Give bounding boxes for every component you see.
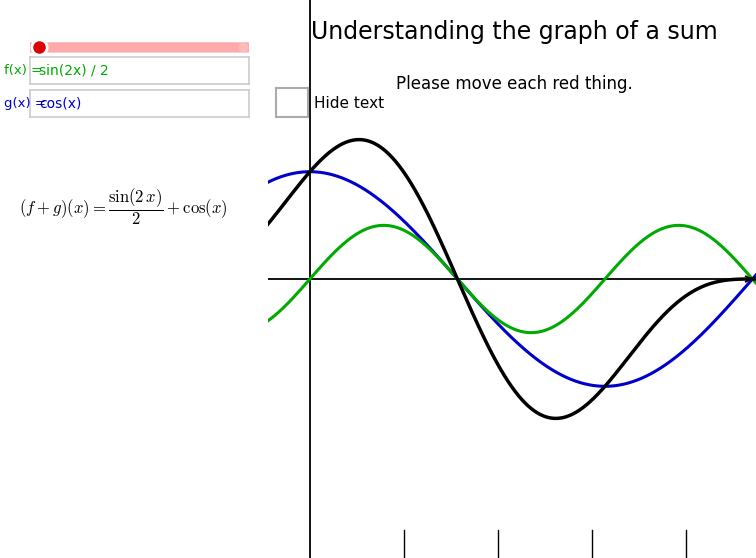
Text: Hide text: Hide text xyxy=(314,96,384,110)
Text: f: f xyxy=(5,317,10,331)
Text: g: g xyxy=(5,349,14,363)
Text: sin(2x) / 2: sin(2x) / 2 xyxy=(39,63,109,78)
Text: $(f + g)(x) = \dfrac{\sin(2\,x)}{2} + \cos(x)$: $(f + g)(x) = \dfrac{\sin(2\,x)}{2} + \c… xyxy=(19,186,228,227)
Text: f(x) =: f(x) = xyxy=(4,64,42,77)
Text: g(x) =: g(x) = xyxy=(4,97,45,110)
FancyBboxPatch shape xyxy=(26,42,254,52)
Text: cos(x): cos(x) xyxy=(39,97,82,111)
Text: Understanding the graph of a sum: Understanding the graph of a sum xyxy=(311,20,717,44)
Text: Please move each red thing.: Please move each red thing. xyxy=(395,75,633,93)
